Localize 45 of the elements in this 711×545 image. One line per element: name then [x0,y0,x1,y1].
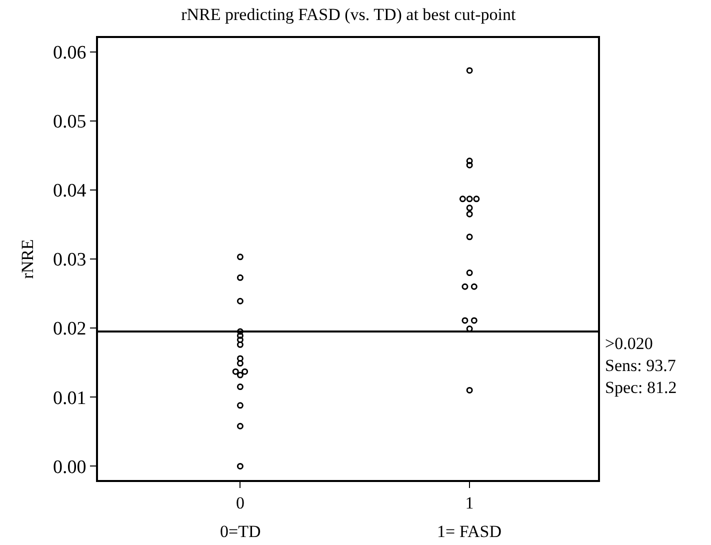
point [466,234,473,240]
point [473,196,480,202]
point [236,355,244,362]
x-tick-label: 1 [465,493,474,512]
ref-line-label: >0.020 Sens: 93.7 Spec: 81.2 [605,334,677,398]
y-tick-label: 0.03 [52,250,86,271]
y-tick-label: 0.00 [52,456,86,478]
point [232,368,239,375]
point [466,210,473,218]
point [236,274,244,281]
point [236,336,244,344]
y-tick-label: 0.01 [52,388,86,409]
point [236,462,244,470]
point [236,384,244,390]
point [236,402,244,409]
point [236,360,244,367]
y-tick-label: 0.02 [52,318,86,340]
point [236,254,244,260]
text: 0=TD [220,522,261,541]
y-tick-label: 0.06 [52,42,86,64]
point [236,422,244,430]
point [236,328,244,335]
point [466,67,473,74]
point [236,298,244,304]
y-tick-label: 0.04 [52,180,87,202]
point [236,332,244,339]
point [466,196,473,202]
chart-title: rNRE predicting FASD (vs. TD) at best cut-point [181,5,516,24]
point [462,317,468,324]
point [466,204,473,212]
point [236,341,244,348]
point [242,368,248,375]
point [462,283,468,290]
point [236,372,244,378]
point [459,196,466,202]
point [466,162,473,168]
x-tick-label: 0 [236,493,244,512]
point [470,317,478,324]
point [466,158,473,164]
text: 1= FASD [437,522,502,541]
point [470,283,478,290]
point [466,270,473,276]
y-axis-title: rNRE [18,239,37,279]
y-tick-label: 0.05 [52,112,86,133]
point [466,386,473,394]
